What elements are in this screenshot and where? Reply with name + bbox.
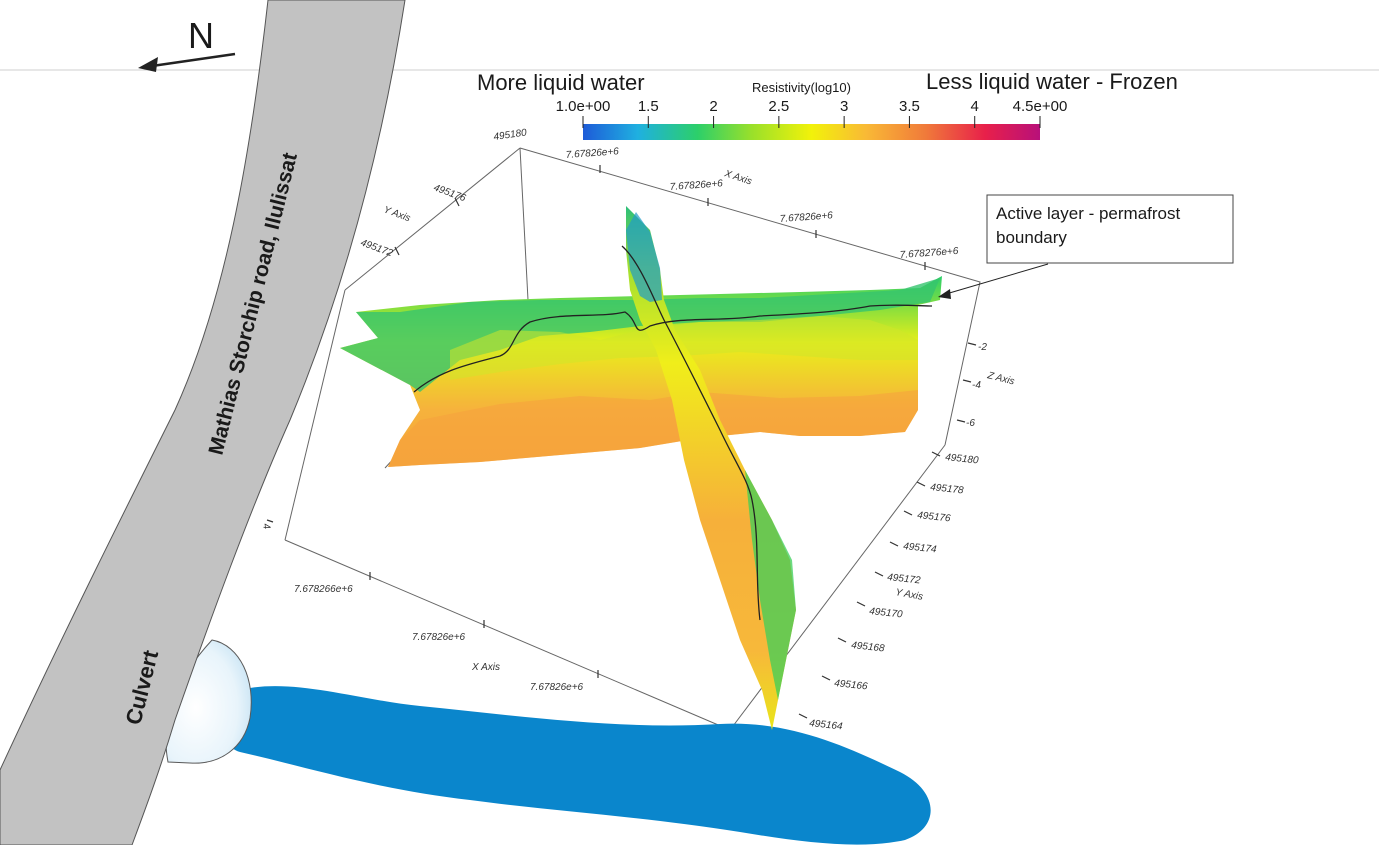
callout-arrowhead-icon <box>938 289 951 299</box>
callout-box <box>986 194 1234 264</box>
north-arrow: N <box>138 15 236 72</box>
boundary-line-ns <box>621 245 761 621</box>
x-bottom-tick-1: 7.678266e+6 <box>294 584 353 595</box>
callout-line-1: Active layer - permafrost <box>996 204 1180 223</box>
x-top-tick-2: 7.67826e+6 <box>669 178 723 193</box>
z-tick-1: -2 <box>978 342 987 353</box>
colorbar: More liquid water Less liquid water - Fr… <box>477 69 1178 140</box>
colorbar-tick-label: 1.5 <box>638 98 659 115</box>
y-top-title: Y Axis <box>382 204 412 224</box>
y-right-tick-9: 495164 <box>809 718 844 732</box>
colorbar-tick-label: 2.5 <box>768 98 789 115</box>
y-top-tick-2: 495172 <box>359 237 395 259</box>
y-right-tick-3: 495176 <box>917 510 952 524</box>
callout-line-2: boundary <box>996 228 1067 247</box>
y-right-tick-4: 495174 <box>903 541 938 555</box>
resistivity-section-ns <box>626 206 796 730</box>
water-body <box>223 686 931 845</box>
left-tick-label: 4 <box>260 523 272 531</box>
colorbar-tick-label: 4.5e+00 <box>1013 98 1068 115</box>
colorbar-tick-label: 1.0e+00 <box>556 98 611 115</box>
top-corner-label: 495180 <box>493 127 528 143</box>
colorbar-gradient <box>583 124 1040 140</box>
y-right-tick-6: 495170 <box>869 606 904 620</box>
colorbar-tick-label: 2 <box>709 98 717 115</box>
y-right-tick-8: 495166 <box>834 678 869 692</box>
z-tick-3: -6 <box>966 418 975 429</box>
colorbar-tick-label: 4 <box>971 98 979 115</box>
north-arrow-head-icon <box>138 57 158 72</box>
x-bottom-tick-2: 7.67826e+6 <box>412 632 466 643</box>
colorbar-right-label: Less liquid water - Frozen <box>926 69 1178 94</box>
y-right-tick-7: 495168 <box>851 640 886 654</box>
boundary-line-ew <box>413 304 933 393</box>
road-shape <box>0 0 406 845</box>
x-bottom-title: X Axis <box>471 662 500 673</box>
z-title: Z Axis <box>985 370 1015 388</box>
x-top-tick-4: 7.678276e+6 <box>899 246 959 261</box>
north-arrow-shaft <box>151 52 236 68</box>
z-tick-2: -4 <box>972 380 981 391</box>
colorbar-ticks: 1.0e+00 1.5 2 2.5 3 3.5 4 4.5e+00 <box>556 98 1068 128</box>
north-label: N <box>188 15 214 56</box>
x-bottom-tick-3: 7.67826e+6 <box>530 682 584 693</box>
callout-arrow-line <box>945 263 1049 295</box>
axis-ticks <box>266 165 977 719</box>
y-right-tick-2: 495178 <box>930 482 965 496</box>
axis-labels: 495180 495176 Y Axis 495172 7.67826e+6 X… <box>260 127 1015 732</box>
callout: Active layer - permafrost boundary <box>938 194 1234 299</box>
colorbar-left-label: More liquid water <box>477 70 645 95</box>
y-right-tick-5: 495172 <box>887 572 922 586</box>
y-right-title: Y Axis <box>894 587 923 603</box>
y-right-tick-1: 495180 <box>945 452 980 466</box>
y-top-tick-1: 495176 <box>432 182 468 204</box>
x-top-tick-1: 7.67826e+6 <box>565 146 619 161</box>
colorbar-title: Resistivity(log10) <box>752 80 851 95</box>
colorbar-tick-label: 3 <box>840 98 848 115</box>
x-top-tick-3: 7.67826e+6 <box>779 210 833 225</box>
colorbar-tick-label: 3.5 <box>899 98 920 115</box>
x-top-title: X Axis <box>722 168 753 187</box>
